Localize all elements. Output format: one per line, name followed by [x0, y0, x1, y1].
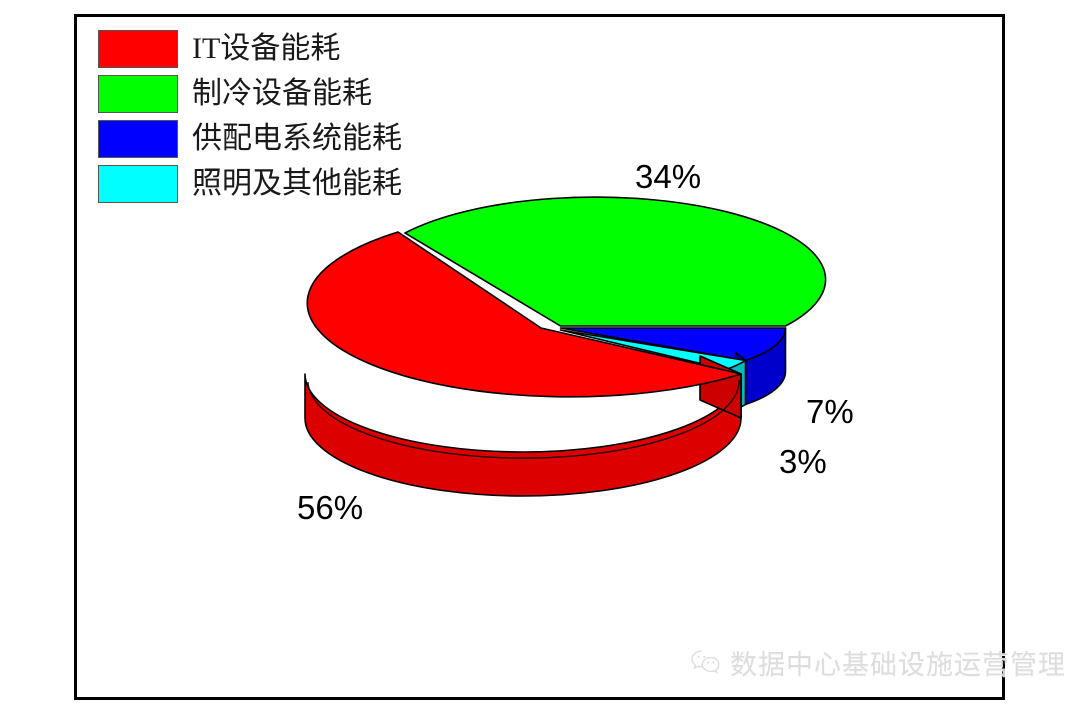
watermark-text: 数据中心基础设施运营管理 [730, 650, 1066, 680]
legend-item-it[interactable]: IT设备能耗 [98, 26, 518, 71]
data-label-cooling: 34% [635, 158, 702, 195]
data-label-it: 56% [297, 489, 364, 526]
legend-swatch-cooling [98, 74, 178, 113]
watermark: 数据中心基础设施运营管理 [690, 643, 1066, 682]
legend-label-it: IT设备能耗 [192, 31, 341, 65]
legend-label-lighting: 照明及其他能耗 [192, 166, 402, 200]
data-label-power: 7% [806, 393, 854, 430]
legend-swatch-power [98, 119, 178, 158]
legend-item-power[interactable]: 供配电系统能耗 [98, 116, 518, 161]
legend: IT设备能耗 制冷设备能耗 供配电系统能耗 照明及其他能耗 [98, 26, 518, 206]
data-label-lighting: 3% [779, 443, 827, 480]
wechat-icon [690, 649, 722, 676]
legend-item-lighting[interactable]: 照明及其他能耗 [98, 161, 518, 206]
legend-label-cooling: 制冷设备能耗 [192, 76, 372, 110]
legend-item-cooling[interactable]: 制冷设备能耗 [98, 71, 518, 116]
legend-swatch-it [98, 29, 178, 68]
legend-label-power: 供配电系统能耗 [192, 121, 402, 155]
legend-swatch-lighting [98, 164, 178, 203]
